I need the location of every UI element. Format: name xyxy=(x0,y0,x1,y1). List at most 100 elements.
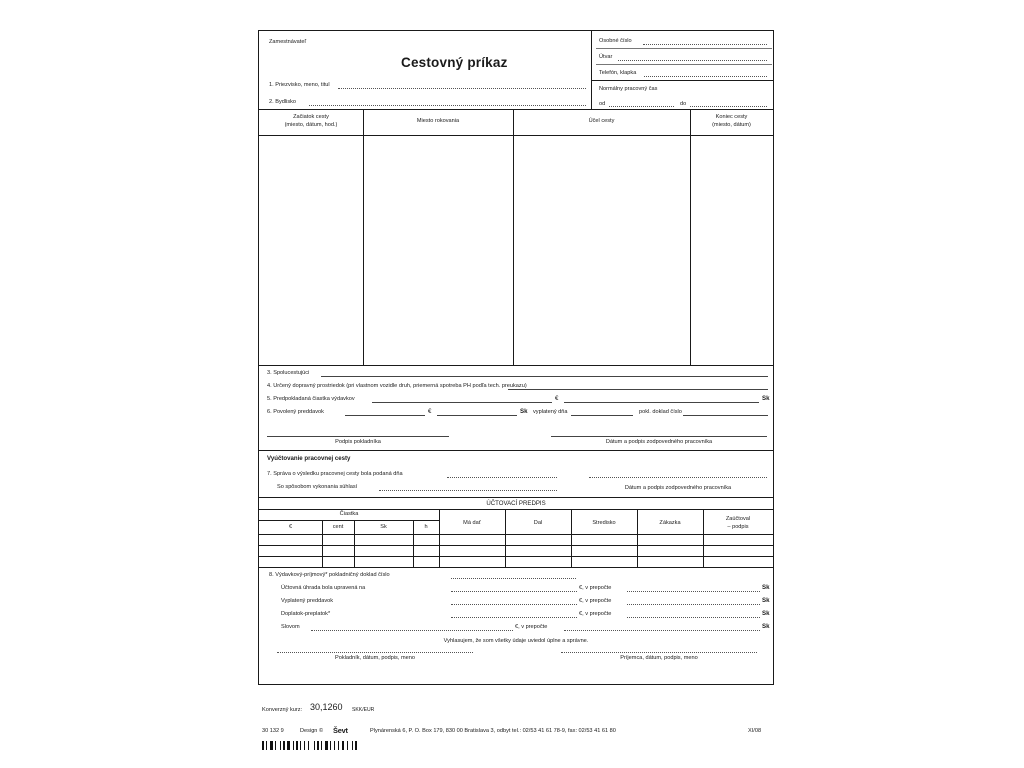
department-rule xyxy=(596,64,772,65)
trip-table-body[interactable] xyxy=(259,135,773,365)
section8-row-1-sk-field[interactable] xyxy=(627,604,760,605)
accounting-table-body[interactable] xyxy=(259,534,773,567)
header-vertical-divider xyxy=(591,31,592,109)
personal-number-label: Osobné číslo xyxy=(599,38,632,44)
residence-field[interactable] xyxy=(309,105,586,106)
trip-col-divider-3 xyxy=(690,109,691,365)
section8-row-3-eur-unit: €, v prepočte xyxy=(515,624,548,630)
trip-col-0-label-line2: (miesto, dátum, hod.) xyxy=(284,122,338,128)
item6-eur-field[interactable] xyxy=(345,415,425,416)
accounting-row-divider-3 xyxy=(259,567,773,568)
trip-col-0-label-line1: Začiatok cesty xyxy=(293,114,329,120)
accounting-title: ÚČTOVACÍ PREDPIS xyxy=(486,500,546,507)
trip-table-top-border xyxy=(259,109,773,110)
item6-paid-on-label: vyplatený dňa xyxy=(533,409,568,415)
responsible-signature-rule[interactable] xyxy=(551,436,767,437)
work-time-to-field[interactable] xyxy=(690,106,767,107)
item3-field[interactable] xyxy=(321,376,768,377)
work-time-to-label: do xyxy=(680,101,687,107)
item6-eur-unit: € xyxy=(428,408,432,415)
section8-row-3-eur-field[interactable] xyxy=(311,630,513,631)
item6-paid-on-field[interactable] xyxy=(571,415,633,416)
conversion-rate-unit: SKK/EUR xyxy=(352,707,375,713)
settlement-signature-field[interactable] xyxy=(589,477,767,478)
settlement-signature-caption: Dátum a podpis zodpovedného pracovníka xyxy=(624,485,732,491)
personal-number-rule xyxy=(596,48,772,49)
accounting-col-posted-label-line2: – podpis xyxy=(727,524,749,530)
edition-code: XI/08 xyxy=(748,728,762,734)
accounting-col-center-label: Stredisko xyxy=(592,520,616,526)
trip-col-1-label-line1: Miesto rokovania xyxy=(416,118,460,124)
work-time-label: Normálny pracovný čas xyxy=(599,86,658,92)
trip-col-divider-1 xyxy=(363,109,364,365)
cashier-signature-rule[interactable] xyxy=(267,436,449,437)
item5-sk-field[interactable] xyxy=(564,402,759,403)
department-field[interactable] xyxy=(618,60,767,61)
section8-row-1-eur-field[interactable] xyxy=(451,604,577,605)
accounting-vr-debit xyxy=(505,509,506,567)
section8-row-0-eur-field[interactable] xyxy=(451,591,577,592)
section8-row-0-sk-field[interactable] xyxy=(627,591,760,592)
item6-doc-label: pokl. doklad číslo xyxy=(639,409,682,415)
section8-row-3-sk-field[interactable] xyxy=(564,630,760,631)
settlement-top-border xyxy=(259,450,773,451)
header-right-divider xyxy=(591,80,774,81)
item6-sk-field[interactable] xyxy=(437,415,517,416)
phone-field[interactable] xyxy=(644,76,767,77)
surname-name-title-field[interactable] xyxy=(338,88,586,89)
item7b-label: So spôsobom vykonania súhlasí xyxy=(277,484,358,490)
section8-row-2-eur-unit: €, v prepočte xyxy=(579,611,612,617)
section8-row-3-label: Slovom xyxy=(281,624,300,630)
personal-number-field[interactable] xyxy=(643,44,767,45)
trip-table-header-divider xyxy=(259,135,773,136)
section8-row-2-sk-unit: Sk xyxy=(762,610,770,617)
page-title: Cestovný príkaz xyxy=(401,55,508,70)
accounting-header-bottom xyxy=(259,534,773,535)
section8-row-0-eur-unit: €, v prepočte xyxy=(579,585,612,591)
accounting-vr-credit xyxy=(571,509,572,567)
accounting-group-header: Čiastka xyxy=(339,511,359,517)
phone-label: Telefón, klapka xyxy=(599,70,637,76)
accounting-top-border xyxy=(259,497,773,498)
work-time-from-field[interactable] xyxy=(609,106,674,107)
cashier-signature-caption: Podpis pokladníka xyxy=(335,439,381,445)
accounting-col-h-label: h xyxy=(424,524,428,530)
trip-col-3-label-line1: Koniec cesty xyxy=(715,114,748,120)
cashier-bottom-caption: Pokladník, dátum, podpis, meno xyxy=(335,655,415,661)
section8-row-0-sk-unit: Sk xyxy=(762,584,770,591)
item7b-field[interactable] xyxy=(379,490,557,491)
trip-col-divider-2 xyxy=(513,109,514,365)
publisher-address: Plynárenská 6, P. O. Box 179, 830 00 Bra… xyxy=(370,728,616,734)
item8-field[interactable] xyxy=(451,578,576,579)
item5-sk-unit: Sk xyxy=(762,395,770,402)
item6-doc-field[interactable] xyxy=(683,415,768,416)
item4-field[interactable] xyxy=(508,389,768,390)
accounting-vr-cent xyxy=(354,520,355,567)
conversion-rate-label: Konverzný kurz: xyxy=(262,707,303,713)
item7-label: 7. Správa o výsledku pracovnej cesty bol… xyxy=(267,471,403,477)
receiver-signature-field[interactable] xyxy=(561,652,757,653)
trip-col-3-label-line2: (miesto, dátum) xyxy=(712,122,751,128)
item6-sk-unit: Sk xyxy=(520,408,528,415)
accounting-col-credit-label: Dal xyxy=(533,520,543,526)
section8-row-1-label: Vyplatený preddavok xyxy=(281,598,334,604)
accounting-vr-sk xyxy=(413,520,414,567)
section8-row-0-label: Účtovná úhrada bola upravená na xyxy=(281,585,366,591)
section8-row-1-eur-unit: €, v prepočte xyxy=(579,598,612,604)
accounting-group-divider xyxy=(259,520,439,521)
accounting-vr-order xyxy=(703,509,704,567)
trip-col-2-label-line1: Účel cesty xyxy=(588,118,615,124)
brand-logo: Ševt xyxy=(333,726,348,735)
item7-field[interactable] xyxy=(447,477,557,478)
section8-row-2-sk-field[interactable] xyxy=(627,617,760,618)
item5-eur-field[interactable] xyxy=(372,402,552,403)
receiver-caption: Príjemca, dátum, podpis, meno xyxy=(620,655,698,661)
section8-row-2-eur-field[interactable] xyxy=(451,617,577,618)
work-time-from-label: od xyxy=(599,101,606,107)
settlement-heading: Vyúčtovanie pracovnej cesty xyxy=(267,455,351,462)
section8-row-2-label: Doplatok-preplatok* xyxy=(281,611,331,617)
cashier-bottom-signature-field[interactable] xyxy=(277,652,473,653)
employer-label: Zamestnávateľ xyxy=(269,39,307,45)
item5-eur-unit: € xyxy=(555,395,559,402)
